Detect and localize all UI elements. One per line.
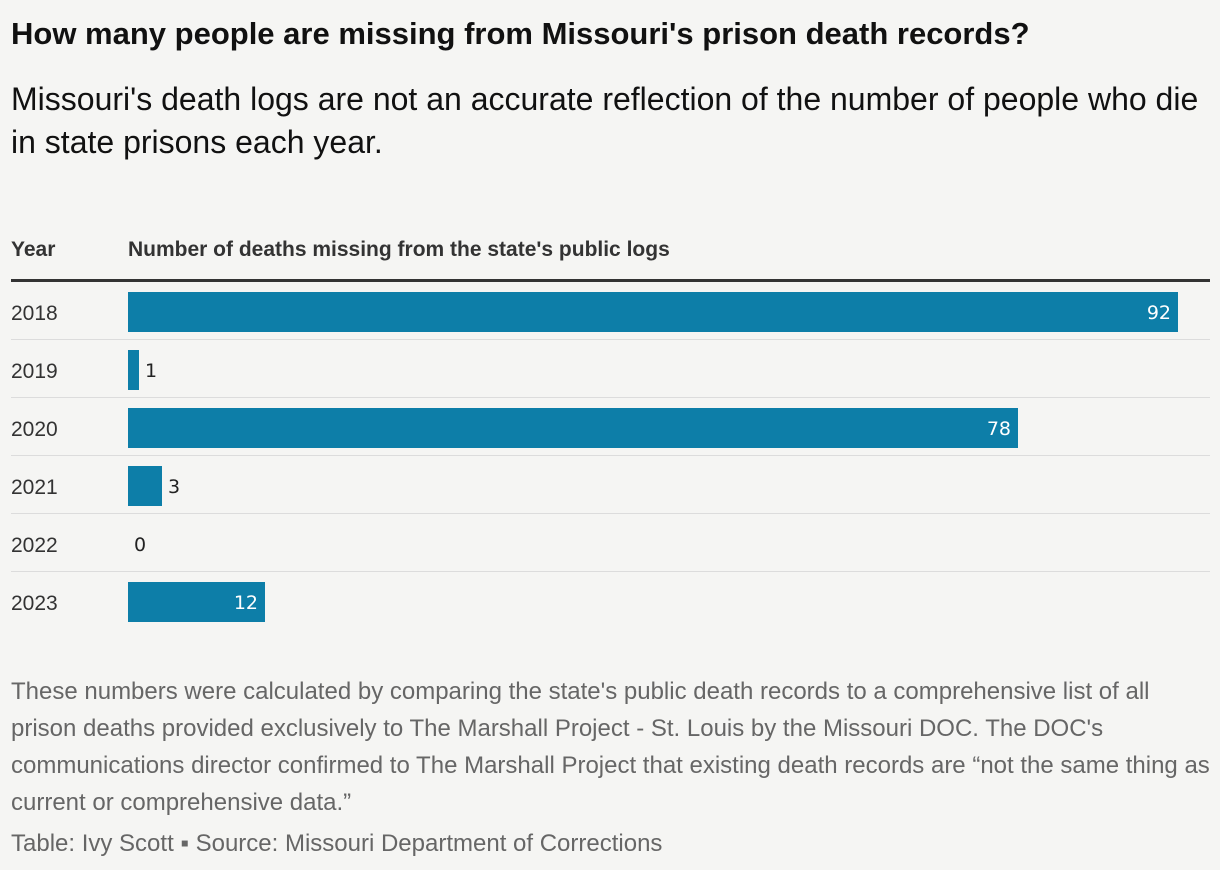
table-row: 2020 78 [0, 398, 1220, 456]
table-row: 2022 0 [0, 514, 1220, 572]
year-label: 2018 [11, 302, 58, 325]
value-label: 3 [168, 476, 181, 498]
value-column-header: Number of deaths missing from the state'… [128, 238, 670, 261]
year-label: 2020 [11, 418, 58, 441]
year-column-header: Year [11, 238, 56, 261]
year-label: 2022 [11, 534, 58, 557]
table-row: 2021 3 [0, 456, 1220, 514]
value-label: 1 [145, 360, 158, 382]
bar [128, 582, 265, 622]
year-label: 2021 [11, 476, 58, 499]
table-row: 2019 1 [0, 340, 1220, 398]
year-label: 2019 [11, 360, 58, 383]
row-divider [11, 571, 1210, 572]
header-rule [11, 279, 1210, 282]
row-divider [11, 397, 1210, 398]
bar [128, 350, 139, 390]
table-row: 2018 92 [0, 282, 1220, 340]
notes-text: These numbers were calculated by compari… [11, 678, 1210, 816]
row-divider [11, 513, 1210, 514]
bar [128, 466, 162, 506]
value-label: 0 [134, 534, 147, 556]
chart-subtitle: Missouri's death logs are not an accurat… [11, 81, 1199, 160]
source-line: Table: Ivy Scott ▪ Source: Missouri Depa… [11, 830, 663, 857]
bar [128, 408, 1018, 448]
bar [128, 292, 1178, 332]
row-divider [11, 339, 1210, 340]
value-label: 92 [1146, 302, 1171, 324]
value-label: 78 [986, 418, 1011, 440]
row-divider [11, 455, 1210, 456]
value-label: 12 [233, 592, 258, 614]
chart-title: How many people are missing from Missour… [11, 16, 1030, 51]
table-row: 2023 12 [0, 572, 1220, 630]
year-label: 2023 [11, 592, 58, 615]
